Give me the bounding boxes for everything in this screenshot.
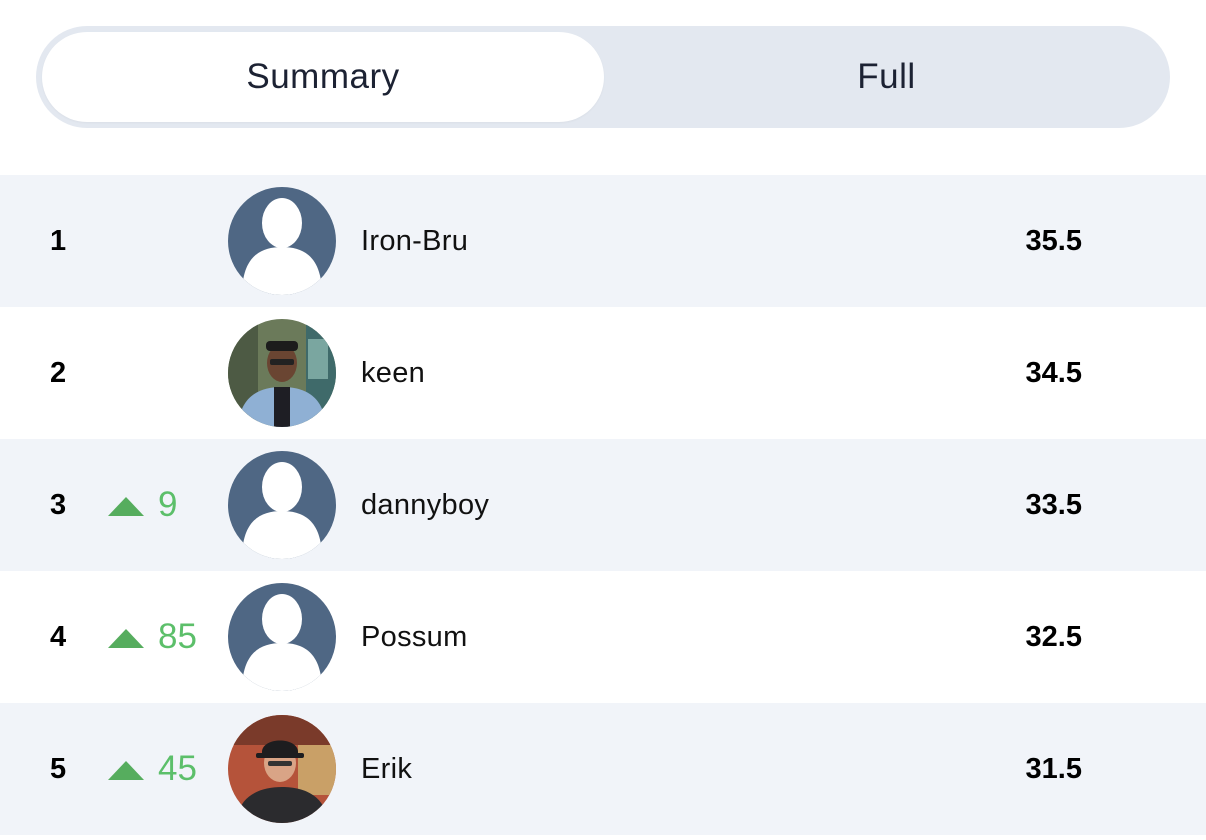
- default-avatar-icon: [228, 187, 336, 295]
- player-score: 34.5: [1025, 356, 1082, 389]
- leaderboard-row[interactable]: 4 85 Possum 32.5: [0, 571, 1206, 703]
- tab-summary-label: Summary: [246, 57, 400, 96]
- player-name: dannyboy: [361, 488, 490, 521]
- leaderboard-row[interactable]: 2 keen 34.5: [0, 307, 1206, 439]
- player-name: keen: [361, 356, 426, 389]
- rank-movement-value: 9: [158, 485, 178, 524]
- default-avatar-icon: [228, 451, 336, 559]
- player-score: 31.5: [1025, 752, 1082, 785]
- player-name: Possum: [361, 620, 468, 653]
- rank: 1: [50, 224, 67, 257]
- leaderboard-row[interactable]: 3 9 dannyboy 33.5: [0, 439, 1206, 571]
- tab-full-label: Full: [857, 57, 916, 96]
- rank-movement-value: 45: [158, 749, 197, 788]
- user-photo: [228, 715, 336, 823]
- player-name: Iron-Bru: [361, 224, 469, 257]
- user-photo: [228, 319, 336, 427]
- leaderboard-list: 1 Iron-Bru 35.5 2: [0, 175, 1206, 835]
- player-score: 35.5: [1025, 224, 1082, 257]
- player-name: Erik: [361, 752, 413, 785]
- rank-movement: 9: [108, 439, 177, 571]
- player-score: 33.5: [1025, 488, 1082, 521]
- rank: 4: [50, 620, 67, 653]
- rank-movement: 85: [108, 571, 197, 703]
- rank: 3: [50, 488, 67, 521]
- arrow-up-icon: [108, 760, 144, 780]
- rank: 5: [50, 752, 67, 785]
- arrow-up-icon: [108, 496, 144, 516]
- tab-summary[interactable]: Summary: [42, 32, 604, 122]
- leaderboard-row[interactable]: 1 Iron-Bru 35.5: [0, 175, 1206, 307]
- leaderboard-row[interactable]: 5 45 Erik 31.5: [0, 703, 1206, 835]
- rank-movement: 45: [108, 703, 197, 835]
- arrow-up-icon: [108, 628, 144, 648]
- rank-movement-value: 85: [158, 617, 197, 656]
- default-avatar-icon: [228, 583, 336, 691]
- view-toggle: Full Summary: [36, 26, 1170, 128]
- tab-full[interactable]: Full: [603, 26, 1170, 128]
- player-score: 32.5: [1025, 620, 1082, 653]
- rank: 2: [50, 356, 67, 389]
